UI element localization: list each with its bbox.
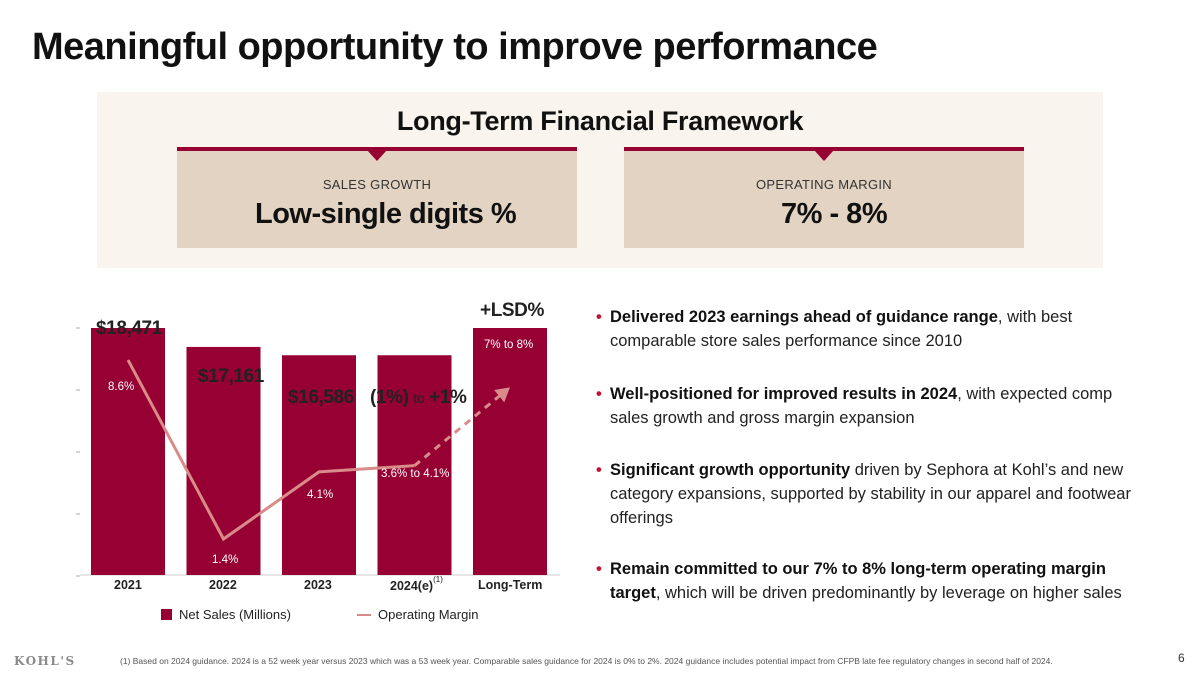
sales-growth-value: Low-single digits % — [255, 198, 517, 230]
category-label-2024e: 2024(e)(1) — [390, 575, 443, 594]
bullet-item: • Remain committed to our 7% to 8% long-… — [596, 557, 1136, 605]
long-term-framework-panel: Long-Term Financial Framework SALES GROW… — [97, 92, 1103, 268]
framework-title: Long-Term Financial Framework — [396, 106, 804, 136]
margin-label-2021: 8.6% — [108, 381, 135, 393]
growth-low-value: (1%) — [370, 387, 409, 408]
legend-net-sales-label: Net Sales (Millions) — [179, 607, 291, 622]
sales-growth-card: SALES GROWTH Low-single digits % — [177, 147, 577, 248]
bullet-dot-icon: • — [596, 308, 602, 326]
category-label-long-term: Long-Term — [478, 578, 543, 592]
bar-value-2023: $16,586 — [288, 387, 354, 408]
category-label-2024e-text: 2024(e) — [390, 579, 434, 594]
bar-value-2024e: (1%) to +1% — [370, 387, 467, 409]
bullet-strong-text: Well-positioned for improved results in … — [610, 385, 958, 403]
bullet-item: • Significant growth opportunity driven … — [596, 458, 1136, 530]
growth-to-word: to — [413, 390, 425, 406]
legend-operating-margin: Operating Margin — [357, 607, 478, 622]
bar-value-2021: $18,471 — [96, 318, 162, 339]
operating-margin-card: OPERATING MARGIN 7% - 8% — [624, 147, 1024, 248]
bar-value-long-term: +LSD% — [480, 300, 544, 321]
bullet-rest-text: , with best comparable store sales perfo… — [610, 308, 1073, 350]
card-notch-icon — [367, 150, 387, 161]
margin-label-2024e: 3.6% to 4.1% — [381, 468, 450, 480]
card-notch-icon — [814, 150, 834, 161]
category-label-2021: 2021 — [114, 578, 142, 592]
footnote: (1) Based on 2024 guidance. 2024 is a 52… — [120, 656, 1053, 666]
bullet-dot-icon: • — [596, 461, 602, 479]
legend-net-sales: Net Sales (Millions) — [161, 607, 291, 622]
page-title: Meaningful opportunity to improve perfor… — [32, 26, 878, 68]
margin-label-2022: 1.4% — [212, 554, 239, 566]
projection-arrow-icon — [494, 387, 510, 403]
margin-label-2023: 4.1% — [307, 489, 334, 501]
kohls-logo: KOHL'S — [14, 654, 76, 668]
chart-svg — [76, 327, 560, 577]
operating-margin-projection-line — [413, 392, 504, 467]
sales-margin-chart: $18,471 $17,161 $16,586 (1%) to +1% +LSD… — [76, 300, 560, 622]
bar-2021 — [91, 328, 165, 575]
category-label-2022: 2022 — [209, 578, 237, 592]
footnote-marker: (1) — [433, 575, 443, 584]
operating-margin-line — [126, 359, 415, 542]
bar-value-2022: $17,161 — [198, 366, 264, 387]
bar-long-term — [473, 328, 547, 575]
bullet-dot-icon: • — [596, 385, 602, 403]
margin-label-long-term: 7% to 8% — [484, 339, 534, 351]
bar-2023 — [282, 355, 356, 575]
operating-margin-label: OPERATING MARGIN — [755, 177, 892, 192]
bullet-dot-icon: • — [596, 560, 602, 578]
legend-line-swatch-icon — [357, 613, 371, 616]
legend-operating-margin-label: Operating Margin — [378, 607, 479, 622]
bullet-rest-text: , which will be driven predominantly by … — [655, 584, 1122, 602]
bullet-strong-text: Remain committed to our 7% to 8% long-te… — [610, 560, 1106, 602]
growth-high-value: +1% — [429, 387, 467, 408]
bullet-item: • Well-positioned for improved results i… — [596, 382, 1136, 430]
legend-bar-swatch-icon — [161, 609, 172, 620]
bullet-item: • Delivered 2023 earnings ahead of guida… — [596, 305, 1136, 353]
page-number: 6 — [1178, 651, 1185, 665]
bullet-strong-text: Delivered 2023 earnings ahead of guidanc… — [610, 308, 998, 326]
operating-margin-value: 7% - 8% — [781, 198, 888, 230]
bullet-rest-text: , with expected comp sales growth and gr… — [610, 385, 1113, 427]
bullet-rest-text: driven by Sephora at Kohl’s and new cate… — [610, 461, 1131, 527]
sales-growth-label: SALES GROWTH — [322, 177, 432, 192]
bullet-strong-text: Significant growth opportunity — [610, 461, 851, 479]
category-label-2023: 2023 — [304, 578, 332, 592]
